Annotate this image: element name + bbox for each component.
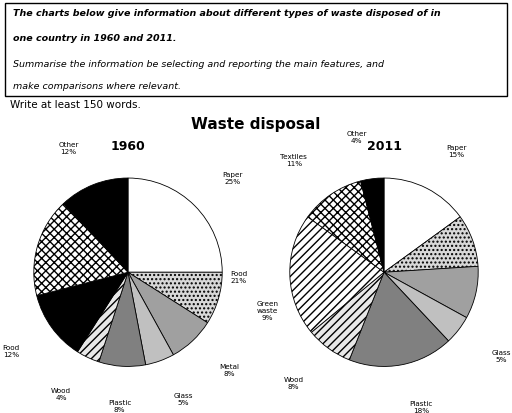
Text: one country in 1960 and 2011.: one country in 1960 and 2011. (13, 34, 176, 43)
Wedge shape (311, 273, 384, 360)
Text: Green
waste
9%: Green waste 9% (257, 300, 279, 320)
Wedge shape (37, 273, 128, 352)
Text: Plastic
8%: Plastic 8% (108, 399, 131, 412)
Title: 2011: 2011 (367, 140, 401, 152)
Title: 1960: 1960 (111, 140, 145, 152)
Text: Summarise the information be selecting and reporting the main features, and: Summarise the information be selecting a… (13, 60, 383, 69)
Text: Wood
4%: Wood 4% (51, 387, 71, 400)
Text: Glass
5%: Glass 5% (492, 350, 511, 363)
Text: Write at least 150 words.: Write at least 150 words. (10, 100, 141, 110)
Text: Food
12%: Food 12% (3, 344, 20, 358)
Wedge shape (360, 178, 384, 273)
Wedge shape (128, 273, 174, 365)
Text: Other
4%: Other 4% (347, 131, 367, 144)
Text: Metal
8%: Metal 8% (220, 363, 240, 376)
Text: The charts below give information about different types of waste disposed of in: The charts below give information about … (13, 9, 440, 18)
Wedge shape (384, 178, 460, 273)
Text: Paper
25%: Paper 25% (223, 172, 243, 185)
Text: Textiles
11%: Textiles 11% (281, 153, 307, 166)
Wedge shape (63, 178, 128, 273)
Wedge shape (384, 217, 478, 273)
Wedge shape (99, 273, 145, 367)
Wedge shape (128, 178, 222, 273)
Wedge shape (308, 182, 384, 273)
Text: Food
21%: Food 21% (230, 271, 247, 283)
FancyBboxPatch shape (5, 4, 507, 97)
Text: Plastic
18%: Plastic 18% (410, 400, 433, 413)
Text: make comparisons where relevant.: make comparisons where relevant. (13, 82, 181, 91)
Text: Wood
8%: Wood 8% (284, 376, 304, 389)
Wedge shape (128, 273, 222, 323)
Text: Other
12%: Other 12% (58, 142, 79, 155)
Text: Paper
15%: Paper 15% (446, 145, 466, 158)
Text: Glass
5%: Glass 5% (174, 392, 193, 405)
Wedge shape (34, 204, 128, 296)
Text: Waste disposal: Waste disposal (191, 116, 321, 131)
Wedge shape (349, 273, 449, 367)
Wedge shape (384, 267, 478, 318)
Wedge shape (384, 273, 466, 341)
Wedge shape (290, 217, 384, 332)
Wedge shape (77, 273, 128, 362)
Wedge shape (128, 273, 207, 355)
